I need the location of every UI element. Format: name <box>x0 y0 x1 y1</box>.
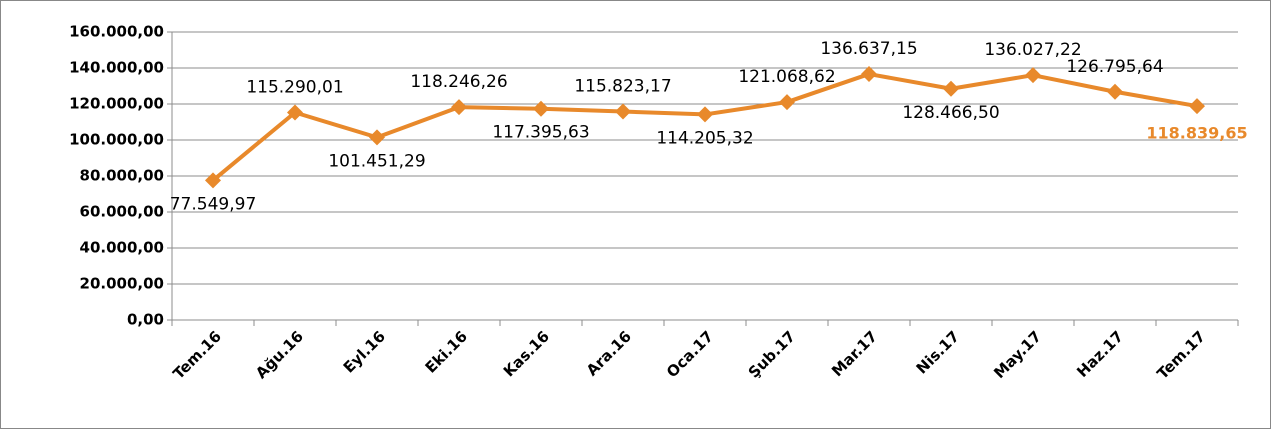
y-tick-label: 80.000,00 <box>80 167 164 185</box>
value-label: 136.637,15 <box>820 39 917 59</box>
marker <box>369 129 385 146</box>
marker <box>451 99 467 116</box>
value-label: 121.068,62 <box>738 67 835 87</box>
marker <box>287 104 303 121</box>
y-tick-label: 20.000,00 <box>80 275 164 293</box>
marker <box>697 106 713 123</box>
marker <box>205 172 221 189</box>
value-label: 118.839,65 <box>1146 124 1247 143</box>
marker <box>861 66 877 83</box>
y-tick-label: 0,00 <box>127 311 164 329</box>
value-label: 101.451,29 <box>328 151 425 171</box>
value-label: 77.549,97 <box>170 194 257 214</box>
y-tick-label: 120.000,00 <box>69 95 164 113</box>
marker <box>1189 98 1205 115</box>
value-label: 117.395,63 <box>492 123 589 143</box>
y-tick-label: 40.000,00 <box>80 239 164 257</box>
y-tick-label: 60.000,00 <box>80 203 164 221</box>
value-label: 118.246,26 <box>410 72 507 92</box>
y-tick-label: 100.000,00 <box>69 131 164 149</box>
value-label: 115.290,01 <box>246 77 343 97</box>
marker <box>533 100 549 117</box>
marker <box>943 80 959 97</box>
value-label: 114.205,32 <box>656 128 753 148</box>
marker <box>615 103 631 120</box>
y-tick-label: 140.000,00 <box>69 59 164 77</box>
value-label: 136.027,22 <box>984 40 1081 60</box>
marker <box>1107 83 1123 100</box>
value-label: 128.466,50 <box>902 103 999 123</box>
marker <box>779 94 795 111</box>
marker <box>1025 67 1041 84</box>
value-label: 126.795,64 <box>1066 57 1163 77</box>
value-label: 115.823,17 <box>574 77 671 97</box>
y-tick-label: 160.000,00 <box>69 23 164 41</box>
